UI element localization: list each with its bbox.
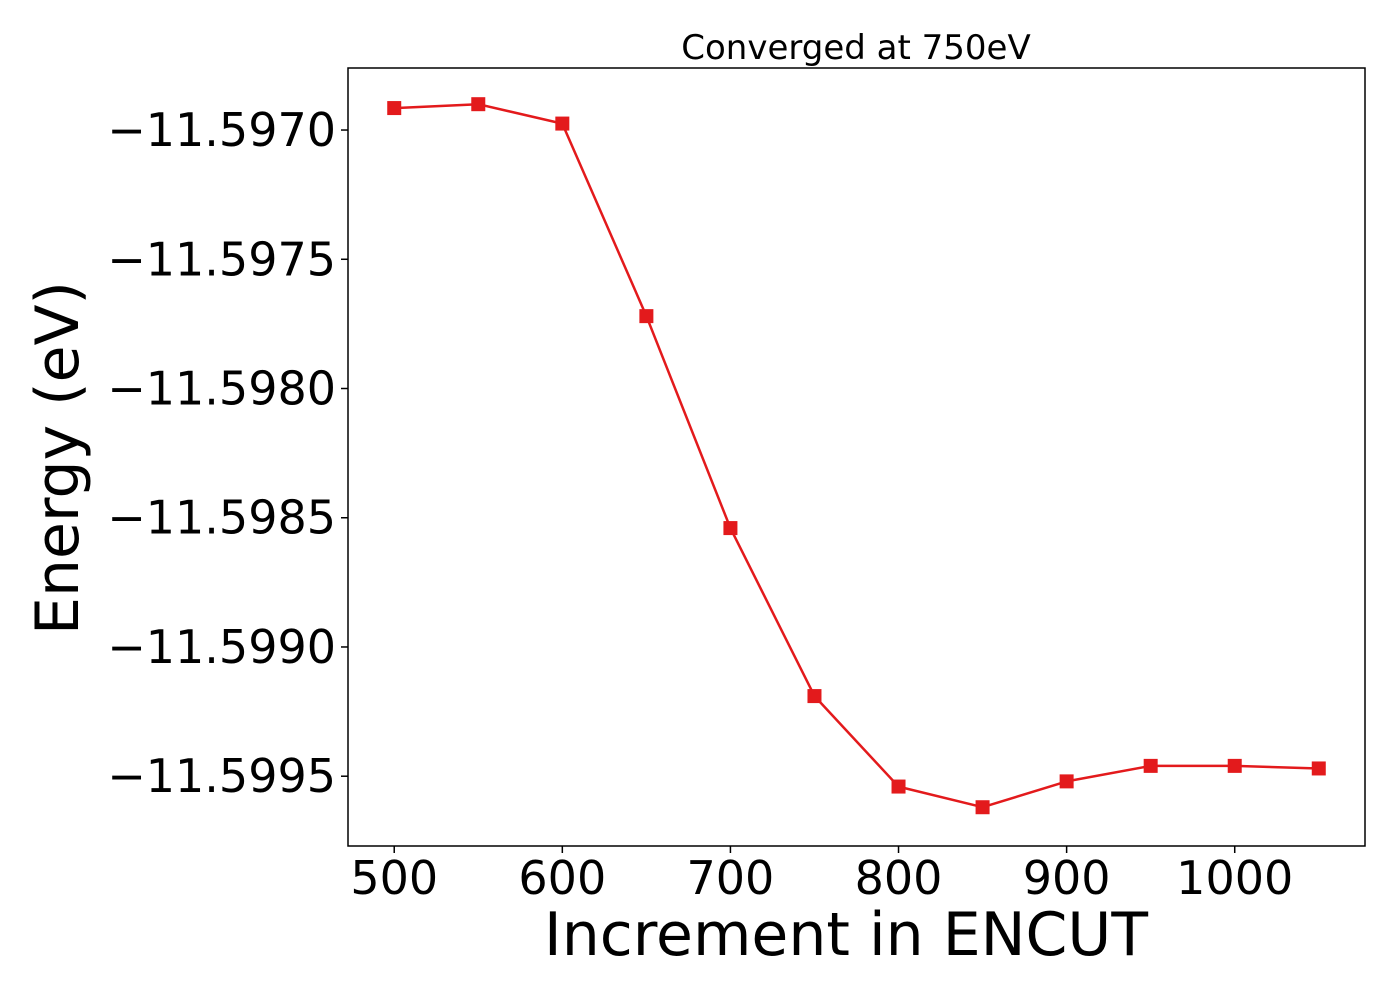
data-point-marker [891,779,906,794]
x-tick-label: 600 [518,851,606,905]
data-point-marker [723,521,738,536]
data-point-marker [1227,758,1242,773]
chart-title: Converged at 750eV [681,28,1030,68]
x-axis-ticks: 500 600 700 800 900 1000 [350,846,1293,905]
x-tick-label: 800 [855,851,943,905]
y-tick-label: −11.5985 [107,491,336,545]
x-tick-label: 900 [1023,851,1111,905]
data-point-marker [639,309,654,324]
data-point-marker [387,101,402,116]
y-axis-ticks: −11.5970 −11.5975 −11.5980 −11.5985 −11.5990… [107,103,348,803]
x-tick-label: 500 [350,851,438,905]
y-tick-label: −11.5970 [107,103,336,157]
y-tick-label: −11.5995 [107,749,336,803]
y-tick-label: −11.5980 [107,362,336,416]
data-point-marker [1059,774,1074,789]
data-point-marker [471,97,486,112]
plot-area [347,67,1366,847]
series-line [394,102,1319,809]
y-tick-label: −11.5975 [107,232,336,286]
data-point-marker [1143,758,1158,773]
y-axis-label: Energy (eV) [23,281,93,635]
data-point-marker [975,800,990,815]
series-layer [387,97,1326,815]
x-tick-label: 700 [687,851,775,905]
data-point-marker [807,689,822,704]
data-point-marker [1311,761,1326,776]
x-tick-label: 1000 [1176,851,1293,905]
x-axis-label: Increment in ENCUT [544,900,1148,970]
data-point-marker [555,116,570,131]
y-tick-label: −11.5990 [107,620,336,674]
